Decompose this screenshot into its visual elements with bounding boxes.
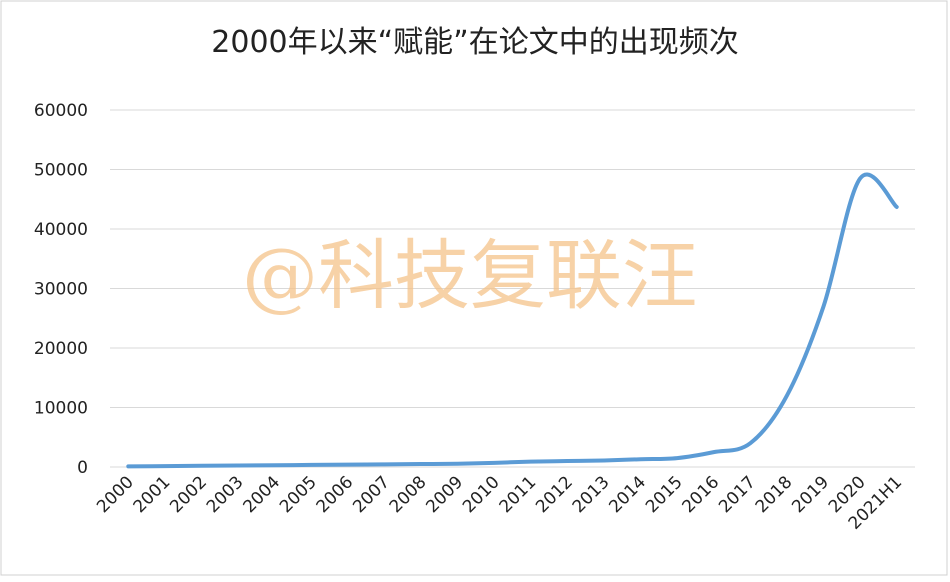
y-tick-label: 20000 <box>34 339 88 359</box>
plot <box>126 172 899 469</box>
watermark: @科技复联汪 <box>242 231 698 320</box>
y-tick-label: 30000 <box>34 280 88 300</box>
y-tick-label: 40000 <box>34 220 88 240</box>
y-tick-label: 60000 <box>34 101 88 121</box>
y-tick-label: 0 <box>77 458 88 478</box>
y-tick-label: 50000 <box>34 161 88 181</box>
y-tick-label: 10000 <box>34 399 88 419</box>
chart-title: 2000年以来“赋能”在论文中的出现频次 <box>211 25 738 60</box>
data-line <box>126 172 899 469</box>
